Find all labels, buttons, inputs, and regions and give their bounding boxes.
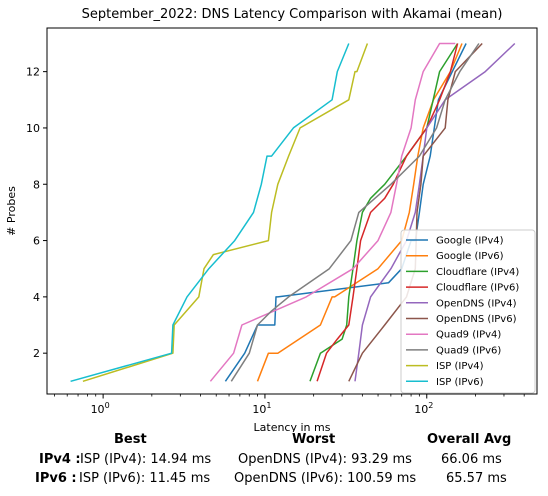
series-line-quad9-ipv6 [230,43,480,382]
y-tick-label: 2 [33,347,40,360]
chart-title: September_2022: DNS Latency Comparison w… [82,7,503,22]
plot-lines [70,42,516,383]
legend-label-cloudflare-ipv4: Cloudflare (IPv4) [436,267,519,278]
row-ipv4-label: IPv4 : [39,452,81,467]
y-tick-label: 12 [26,66,40,79]
axes: 2 4 6 8 10 12 100 101 102 [26,66,525,416]
legend-label-quad9-ipv6: Quad9 (IPv6) [436,345,501,356]
y-axis-label: # Probes [5,186,18,236]
series-line-google-ipv4 [224,43,467,382]
y-tick-label: 8 [33,178,40,191]
header-overall-avg: Overall Avg [427,432,512,447]
x-tick-label: 102 [414,401,433,416]
latency-chart: September_2022: DNS Latency Comparison w… [5,7,538,432]
plot-frame [46,27,538,395]
y-tick-label: 10 [26,122,40,135]
header-best: Best [114,432,147,447]
legend-label-opendns-ipv4: OpenDNS (IPv4) [436,298,517,309]
legend-label-quad9-ipv4: Quad9 (IPv4) [436,330,501,341]
legend-label-google-ipv6: Google (IPv6) [436,251,504,262]
row-ipv6-best: ISP (IPv6): 11.45 ms [79,471,211,486]
legend-label-isp-ipv4: ISP (IPv4) [436,361,484,372]
series-line-quad9-ipv4 [209,42,456,382]
x-tick-label: 101 [252,401,271,416]
series-line-opendns-ipv6 [348,42,483,382]
y-tick-label: 4 [33,291,40,304]
legend-label-opendns-ipv6: OpenDNS (IPv6) [436,314,517,325]
row-ipv6-overall: 65.57 ms [446,471,507,486]
series-line-isp-ipv4 [82,43,369,383]
header-worst: Worst [292,432,336,447]
series-line-cloudflare-ipv6 [316,43,459,382]
y-tick-label: 6 [33,235,40,248]
row-ipv4-worst: OpenDNS (IPv4): 93.29 ms [238,452,412,467]
row-ipv6-label: IPv6 : [35,471,77,486]
row-ipv4-best: ISP (IPv4): 14.94 ms [80,452,212,467]
row-ipv4-overall: 66.06 ms [441,452,502,467]
series-line-isp-ipv6 [70,43,350,383]
legend-box [400,229,536,394]
legend-label-google-ipv4: Google (IPv4) [436,236,504,247]
legend-label-cloudflare-ipv6: Cloudflare (IPv6) [436,283,519,294]
row-ipv6-worst: OpenDNS (IPv6): 100.59 ms [234,471,417,486]
legend: Google (IPv4) Google (IPv6) Cloudflare (IP… [400,229,536,394]
x-axis-label: Latency in ms [254,421,331,432]
x-tick-label: 100 [91,401,110,416]
legend-label-isp-ipv6: ISP (IPv6) [436,377,484,388]
